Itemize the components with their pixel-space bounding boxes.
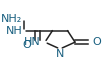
Text: O: O bbox=[92, 37, 101, 47]
Text: NH: NH bbox=[6, 26, 22, 36]
Text: N: N bbox=[56, 49, 64, 59]
Text: NH₂: NH₂ bbox=[1, 14, 22, 24]
Text: HN: HN bbox=[23, 37, 40, 47]
Text: O: O bbox=[22, 40, 31, 50]
